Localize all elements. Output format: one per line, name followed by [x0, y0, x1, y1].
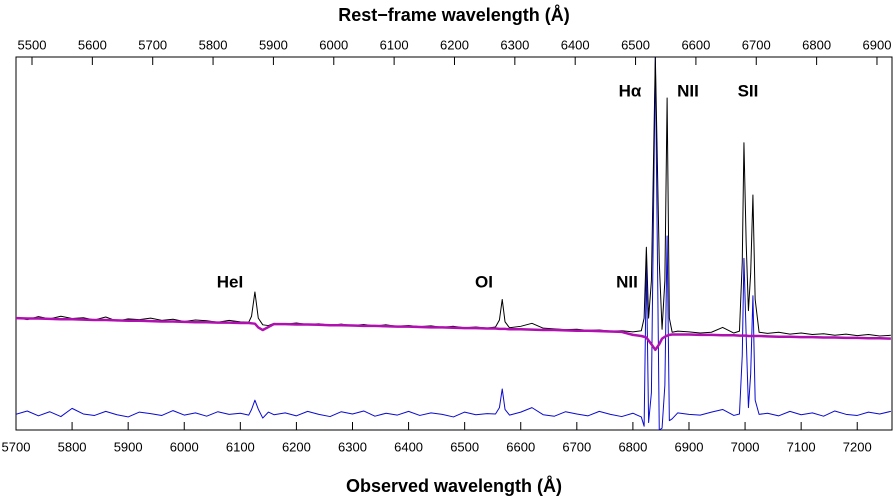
x2-axis-label: Rest−frame wavelength (Å): [338, 5, 570, 25]
line-annotation: Hα: [619, 81, 642, 100]
line-annotation: HeI: [217, 272, 243, 291]
x2-tick-label: 5600: [78, 37, 107, 52]
x2-tick-label: 5900: [259, 37, 288, 52]
x-tick-label: 6800: [618, 439, 647, 454]
x2-tick-label: 6400: [561, 37, 590, 52]
x-tick-label: 7000: [731, 439, 760, 454]
line-annotation: NII: [616, 272, 638, 291]
line-annotation: OI: [475, 272, 493, 291]
x2-tick-label: 5700: [138, 37, 167, 52]
x-tick-label: 6000: [170, 439, 199, 454]
x2-tick-label: 6200: [440, 37, 469, 52]
x-tick-label: 6500: [450, 439, 479, 454]
x2-tick-label: 6000: [319, 37, 348, 52]
line-annotation: NII: [677, 81, 699, 100]
x2-tick-label: 6100: [380, 37, 409, 52]
x-tick-label: 7200: [843, 439, 872, 454]
spectrum-line: [16, 316, 891, 352]
x2-tick-label: 5800: [199, 37, 228, 52]
x-tick-label: 7100: [787, 439, 816, 454]
x2-tick-label: 6300: [500, 37, 529, 52]
x-axis-label: Observed wavelength (Å): [346, 476, 562, 496]
spectrum-line: [16, 57, 891, 430]
x-tick-label: 6100: [226, 439, 255, 454]
x2-tick-label: 5500: [18, 37, 47, 52]
spectra: [16, 57, 891, 430]
x-tick-label: 6300: [338, 439, 367, 454]
x-tick-label: 6200: [282, 439, 311, 454]
x2-tick-label: 6500: [621, 37, 650, 52]
spectrum-line: [16, 57, 891, 337]
x-tick-label: 5700: [2, 439, 31, 454]
x2-tick-label: 6700: [742, 37, 771, 52]
x-tick-label: 6400: [394, 439, 423, 454]
x2-tick-label: 6800: [802, 37, 831, 52]
x-tick-label: 6700: [562, 439, 591, 454]
x2-tick-label: 6900: [863, 37, 892, 52]
x-tick-label: 6600: [506, 439, 535, 454]
x-tick-label: 6900: [675, 439, 704, 454]
line-annotation: SII: [738, 81, 759, 100]
x-tick-label: 5900: [114, 439, 143, 454]
x2-tick-label: 6600: [681, 37, 710, 52]
x-tick-label: 5800: [58, 439, 87, 454]
plot-frame: [15, 56, 893, 431]
